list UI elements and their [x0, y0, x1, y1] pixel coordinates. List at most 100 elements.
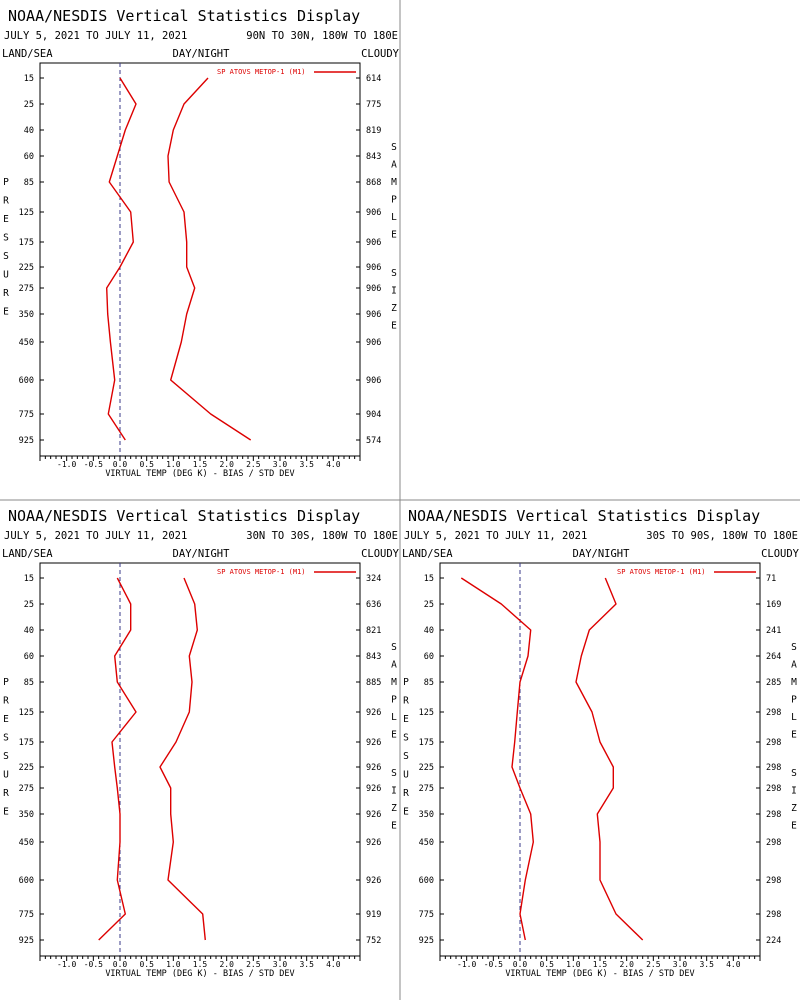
x-tick-label: 2.0: [219, 460, 234, 469]
pressure-tick-label: 225: [19, 763, 34, 773]
sample-size-label: 285: [766, 678, 781, 688]
sample-size-label: 614: [366, 74, 381, 84]
pressure-tick-label: 275: [19, 284, 34, 294]
sample-size-label: 241: [766, 626, 781, 636]
sample-size-label: 906: [366, 284, 381, 294]
pressure-tick-label: 125: [419, 708, 434, 718]
sample-size-label: 906: [366, 238, 381, 248]
sample-size-label: 906: [366, 208, 381, 218]
x-tick-label: 0.5: [539, 960, 554, 969]
x-tick-label: -0.5: [84, 460, 103, 469]
pressure-tick-label: 40: [424, 626, 434, 636]
pressure-tick-label: 175: [419, 738, 434, 748]
pressure-tick-label: 275: [419, 784, 434, 794]
sample-size-label: 224: [766, 936, 781, 946]
sample-size-label: 298: [766, 838, 781, 848]
legend-label: SP ATOVS METOP-1 (M1): [217, 568, 306, 576]
land-sea-label: LAND/SEA: [2, 548, 53, 560]
cloudy-label: CLOUDY: [361, 48, 400, 60]
legend-label: SP ATOVS METOP-1 (M1): [217, 68, 306, 76]
pressure-tick-label: 15: [24, 574, 34, 584]
x-tick-label: 3.0: [273, 960, 288, 969]
panel-2: NOAA/NESDIS Vertical Statistics Display J…: [2, 507, 400, 979]
land-sea-label: LAND/SEA: [2, 48, 53, 60]
series-line-bias: [460, 577, 535, 941]
sample-size-label: 904: [366, 410, 381, 420]
sample-size-label: 775: [366, 100, 381, 110]
x-tick-label: 0.0: [513, 960, 528, 969]
sample-size-label: 264: [766, 652, 781, 662]
x-tick-label: 1.0: [566, 960, 581, 969]
panel-title: NOAA/NESDIS Vertical Statistics Display: [8, 7, 360, 25]
x-axis-label: VIRTUAL TEMP (DEG K) - BIAS / STD DEV: [505, 969, 694, 979]
region-label: 30N TO 30S, 180W TO 180E: [246, 530, 398, 542]
x-tick-label: 2.5: [246, 960, 261, 969]
sample-size-label: 298: [766, 708, 781, 718]
x-tick-label: 3.5: [299, 460, 314, 469]
sample-size-label: 926: [366, 810, 381, 820]
pressure-tick-label: 40: [24, 626, 34, 636]
pressure-tick-label: 925: [19, 936, 34, 946]
x-tick-label: 2.0: [619, 960, 634, 969]
sample-size-label: 868: [366, 178, 381, 188]
pressure-tick-label: 85: [24, 178, 34, 188]
pressure-tick-label: 350: [19, 310, 34, 320]
series-line-std_dev: [167, 77, 252, 441]
series-line-std_dev: [159, 577, 206, 941]
x-tick-label: 3.0: [273, 460, 288, 469]
day-night-label: DAY/NIGHT: [573, 548, 631, 560]
x-tick-label: 3.5: [699, 960, 714, 969]
sample-size-label: 926: [366, 784, 381, 794]
pressure-tick-label: 15: [24, 74, 34, 84]
x-tick-label: 4.0: [326, 960, 341, 969]
sample-size-label: 636: [366, 600, 381, 610]
panel-3: NOAA/NESDIS Vertical Statistics Display J…: [402, 507, 800, 979]
x-tick-label: -1.0: [57, 960, 76, 969]
x-tick-label: 1.5: [193, 460, 208, 469]
sample-size-label: 885: [366, 678, 381, 688]
plot-frame: [439, 562, 761, 957]
pressure-tick-label: 225: [19, 263, 34, 273]
sample-size-label: 752: [366, 936, 381, 946]
series-line-bias: [98, 577, 137, 941]
plot-frame: [39, 562, 361, 957]
sample-size-label: 919: [366, 910, 381, 920]
pressure-tick-label: 600: [19, 876, 34, 886]
sample-size-label: 298: [766, 876, 781, 886]
x-tick-label: -0.5: [484, 960, 503, 969]
pressure-tick-label: 175: [19, 738, 34, 748]
pressure-tick-label: 450: [19, 838, 34, 848]
x-tick-label: 0.5: [139, 460, 154, 469]
sample-size-label: 843: [366, 652, 381, 662]
sample-size-label: 574: [366, 436, 381, 446]
x-tick-label: 2.5: [646, 960, 661, 969]
pressure-tick-label: 350: [419, 810, 434, 820]
panel-title: NOAA/NESDIS Vertical Statistics Display: [8, 507, 360, 525]
series-line-bias: [105, 77, 137, 441]
x-tick-label: -0.5: [84, 960, 103, 969]
pressure-tick-label: 40: [24, 126, 34, 136]
sample-size-label: 926: [366, 708, 381, 718]
sample-size-label: 324: [366, 574, 381, 584]
pressure-tick-label: 450: [419, 838, 434, 848]
pressure-tick-label: 85: [24, 678, 34, 688]
pressure-tick-label: 60: [24, 652, 34, 662]
day-night-label: DAY/NIGHT: [173, 548, 231, 560]
x-tick-label: -1.0: [57, 460, 76, 469]
x-tick-label: 3.0: [673, 960, 688, 969]
pressure-tick-label: 925: [19, 436, 34, 446]
pressure-tick-label: 450: [19, 338, 34, 348]
pressure-tick-label: 25: [24, 600, 34, 610]
x-tick-label: 3.5: [299, 960, 314, 969]
x-tick-label: 0.0: [113, 460, 128, 469]
panel-1: NOAA/NESDIS Vertical Statistics Display J…: [2, 7, 400, 479]
pressure-tick-label: 60: [24, 152, 34, 162]
x-tick-label: 4.0: [726, 960, 741, 969]
x-tick-label: -1.0: [457, 960, 476, 969]
